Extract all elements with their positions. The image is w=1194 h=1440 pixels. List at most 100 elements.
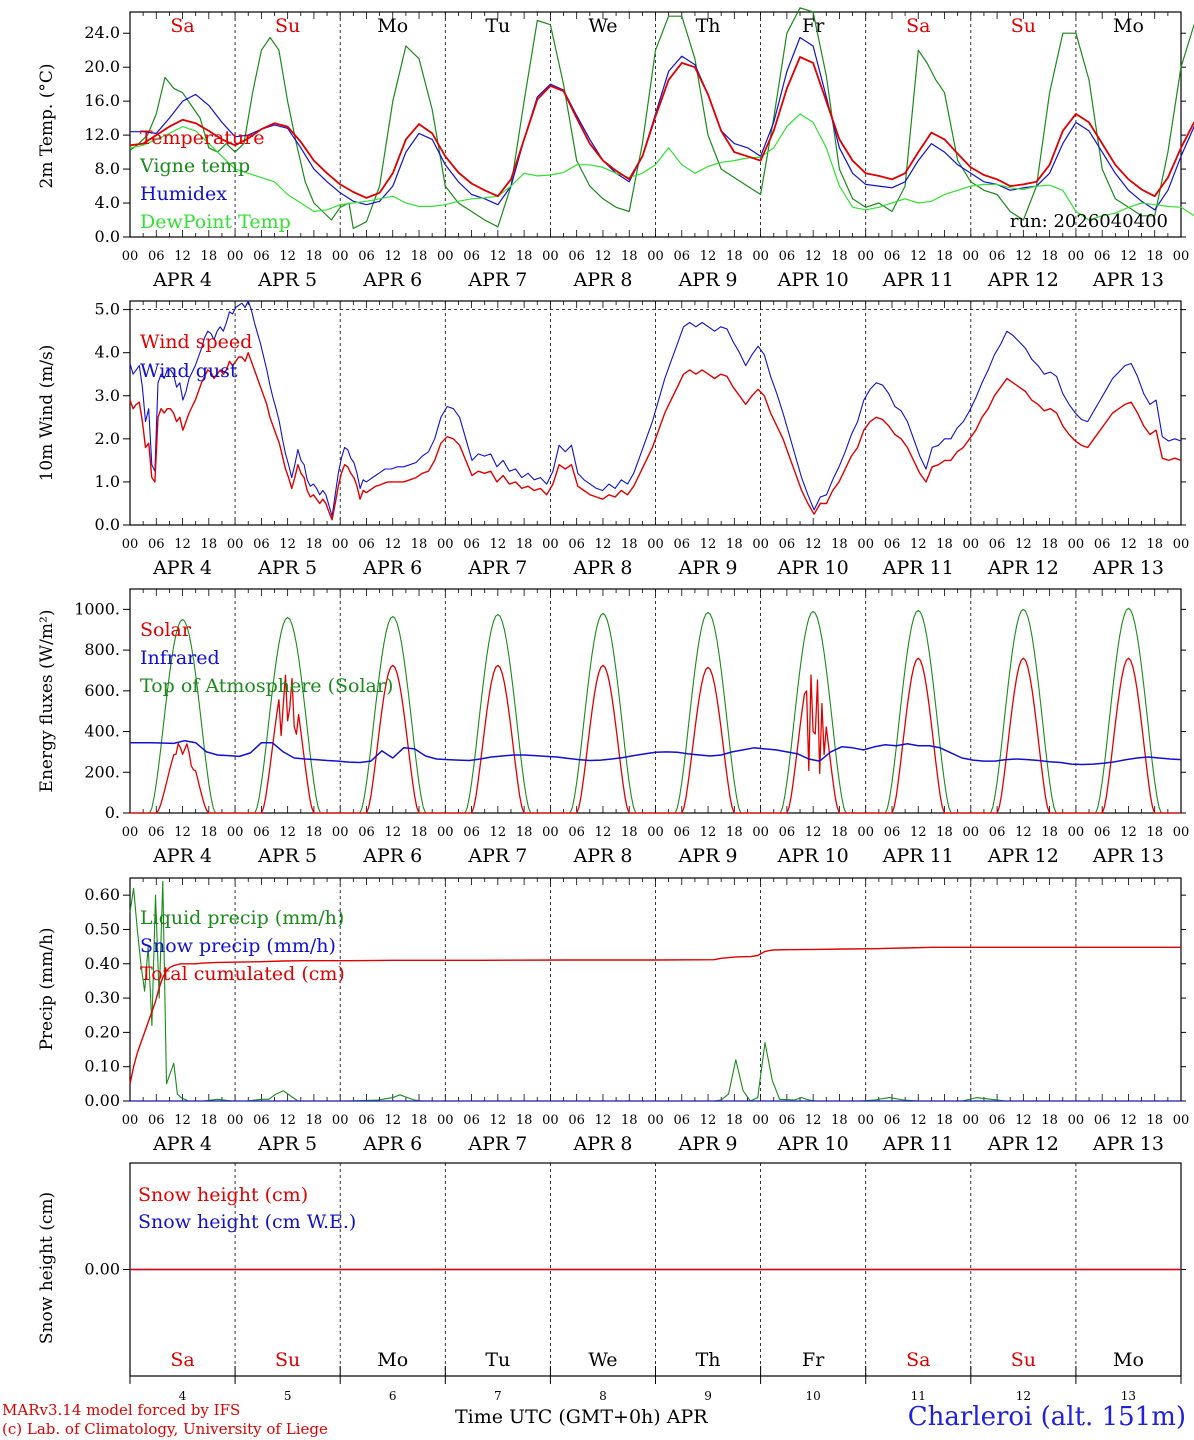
hour-label: 00: [542, 1113, 559, 1128]
date-label: APR 4: [152, 557, 212, 579]
y-tick-label: 20.0: [84, 57, 120, 76]
hour-label: 00: [122, 249, 139, 264]
hour-label: 00: [227, 249, 244, 264]
hour-label: 12: [805, 537, 822, 552]
hour-label: 12: [279, 249, 296, 264]
weekday-label: Su: [1011, 15, 1036, 37]
hour-label: 00: [1173, 537, 1190, 552]
hour-label: 00: [542, 537, 559, 552]
hour-label: 18: [726, 537, 743, 552]
hour-label: 00: [647, 1113, 664, 1128]
date-label: APR 10: [777, 1133, 849, 1155]
temp-frame: [129, 11, 1182, 238]
hour-label: 18: [516, 537, 533, 552]
date-label: APR 6: [362, 1133, 422, 1155]
y-tick-label: 400.: [84, 722, 120, 741]
series-total-cumulated: [129, 946, 1181, 1084]
temp-panel: 0.0 4.0 8.0 12.0 16.0 20.0 24.0 2m Temp. (°C) 00…: [37, 7, 1194, 291]
hour-label: 12: [384, 249, 401, 264]
hour-label: 18: [726, 249, 743, 264]
hour-label: 06: [358, 825, 375, 840]
hour-label: 18: [1041, 249, 1058, 264]
hour-label: 06: [463, 537, 480, 552]
hour-label: 06: [1094, 249, 1111, 264]
hour-label: 00: [857, 825, 874, 840]
hour-label: 12: [1015, 1113, 1032, 1128]
hour-label: 00: [437, 537, 454, 552]
weekday-label: Tu: [485, 1349, 510, 1371]
hour-label: 12: [174, 825, 191, 840]
legend-entry: Total cumulated (cm): [140, 963, 345, 985]
hour-label: 18: [411, 1113, 428, 1128]
series-solar: [130, 657, 1181, 814]
hour-label: 00: [122, 825, 139, 840]
hour-label: 12: [1120, 249, 1137, 264]
hour-label: 12: [910, 825, 927, 840]
hour-label: 12: [700, 537, 717, 552]
legend-entry: Wind gust: [140, 360, 238, 382]
hour-label: 12: [910, 537, 927, 552]
date-label: APR 12: [987, 845, 1059, 867]
date-short-label: 12: [1016, 1389, 1031, 1403]
hour-label: 18: [621, 537, 638, 552]
date-label: APR 7: [467, 845, 527, 867]
hour-label: 06: [674, 537, 691, 552]
y-tick-label: 12.0: [84, 125, 120, 144]
hour-label: 12: [279, 537, 296, 552]
weekday-label: Fr: [802, 15, 825, 37]
date-label: APR 9: [678, 1133, 738, 1155]
hour-label: 18: [516, 1113, 533, 1128]
legend-entry: Top of Atmosphere (Solar): [140, 675, 393, 697]
hour-label: 06: [568, 825, 585, 840]
hour-label: 18: [831, 249, 848, 264]
hour-label: 12: [1120, 1113, 1137, 1128]
weekday-label: Mo: [1113, 1349, 1144, 1371]
hour-label: 06: [989, 825, 1006, 840]
hour-label: 18: [201, 1113, 218, 1128]
date-label: APR 8: [572, 1133, 632, 1155]
date-label: APR 8: [572, 845, 632, 867]
date-label: APR 9: [678, 845, 738, 867]
date-label: APR 9: [678, 269, 738, 291]
y-tick-label: 0.40: [84, 954, 120, 973]
hour-label: 12: [805, 1113, 822, 1128]
hour-label: 06: [358, 1113, 375, 1128]
hour-label: 00: [647, 537, 664, 552]
hour-label: 12: [1120, 537, 1137, 552]
date-label: APR 7: [467, 269, 527, 291]
date-label: APR 12: [987, 269, 1059, 291]
run-annotation: run: 2026040400: [1010, 211, 1168, 232]
hour-label: 18: [621, 249, 638, 264]
hour-label: 06: [463, 1113, 480, 1128]
wind-frame: [129, 300, 1182, 526]
hour-label: 00: [647, 825, 664, 840]
date-label: APR 10: [777, 269, 849, 291]
wind-y-axis-title: 10m Wind (m/s): [37, 345, 57, 482]
hour-label: 12: [279, 1113, 296, 1128]
date-label: APR 13: [1092, 269, 1164, 291]
hour-label: 12: [1015, 537, 1032, 552]
hour-label: 12: [174, 537, 191, 552]
date-label: APR 13: [1092, 845, 1164, 867]
hour-label: 00: [1068, 825, 1085, 840]
hour-label: 06: [674, 249, 691, 264]
legend-entry: DewPoint Temp: [140, 211, 291, 233]
hour-label: 00: [647, 249, 664, 264]
hour-label: 06: [674, 825, 691, 840]
hour-label: 00: [752, 1113, 769, 1128]
hour-label: 12: [1015, 249, 1032, 264]
weekday-label: Su: [275, 15, 300, 37]
hour-label: 06: [884, 1113, 901, 1128]
date-short-label: 11: [911, 1389, 926, 1403]
wind-panel: 0.0 1.0 2.0 3.0 4.0 5.0 10m Wind (m/s) 00 06 12 18…: [37, 300, 1189, 579]
hour-label: 12: [595, 249, 612, 264]
hour-label: 18: [1041, 825, 1058, 840]
hour-label: 06: [779, 249, 796, 264]
hour-label: 00: [752, 249, 769, 264]
hour-label: 06: [989, 537, 1006, 552]
date-label: APR 11: [882, 557, 954, 579]
hour-label: 18: [516, 249, 533, 264]
legend-entry: Snow height (cm): [138, 1184, 308, 1206]
hour-label: 06: [148, 825, 165, 840]
hour-label: 18: [1041, 537, 1058, 552]
